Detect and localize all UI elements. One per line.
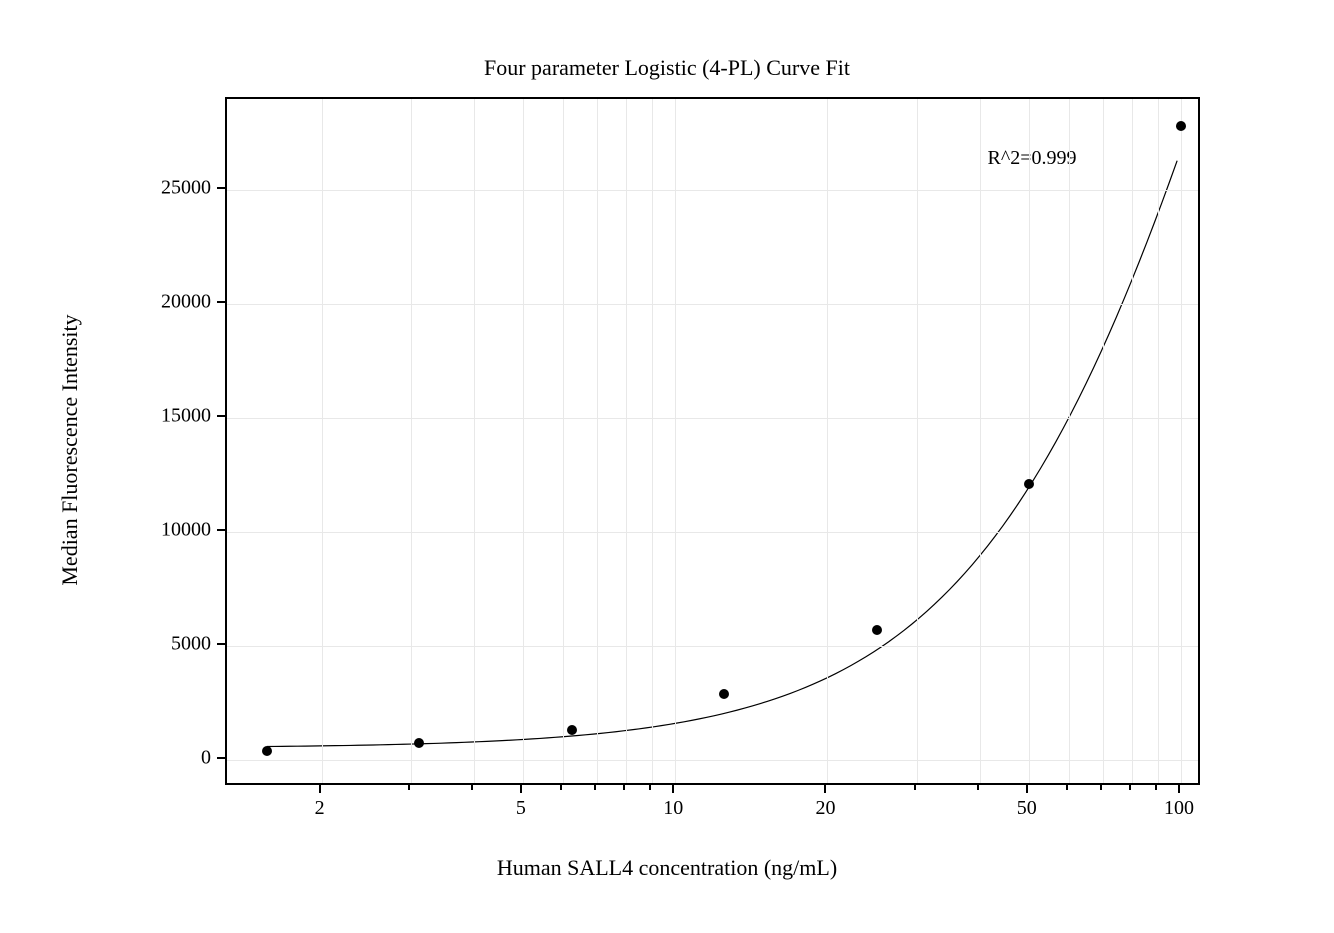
grid-line-v	[1181, 99, 1182, 783]
x-tick-minor	[914, 785, 916, 790]
x-tick-label: 10	[663, 797, 683, 820]
grid-line-v	[1029, 99, 1030, 783]
chart-container: Four parameter Logistic (4-PL) Curve Fit…	[0, 0, 1334, 933]
r-squared-annotation: R^2=0.999	[988, 147, 1077, 170]
data-point	[262, 746, 272, 756]
data-point	[872, 625, 882, 635]
data-point	[1176, 121, 1186, 131]
x-tick	[520, 785, 522, 793]
x-tick-minor	[560, 785, 562, 790]
grid-line-v-minor	[1158, 99, 1159, 783]
grid-line-v-minor	[474, 99, 475, 783]
y-tick	[217, 757, 225, 759]
grid-line-v-minor	[563, 99, 564, 783]
x-tick-label: 100	[1164, 797, 1194, 820]
grid-line-v-minor	[1132, 99, 1133, 783]
x-tick	[319, 785, 321, 793]
y-tick-label: 20000	[161, 291, 211, 314]
plot-area: R^2=0.999	[225, 97, 1200, 785]
x-tick	[1178, 785, 1180, 793]
x-tick-minor	[594, 785, 596, 790]
grid-line-h	[227, 418, 1198, 419]
grid-line-v-minor	[1069, 99, 1070, 783]
y-tick-label: 5000	[171, 632, 211, 655]
data-point	[567, 725, 577, 735]
y-tick-label: 0	[201, 746, 211, 769]
grid-line-h	[227, 532, 1198, 533]
y-tick-label: 25000	[161, 177, 211, 200]
data-point	[719, 689, 729, 699]
chart-title: Four parameter Logistic (4-PL) Curve Fit	[0, 55, 1334, 81]
y-axis-label: Median Fluorescence Intensity	[57, 314, 83, 585]
x-tick-label: 50	[1017, 797, 1037, 820]
y-tick	[217, 529, 225, 531]
grid-line-v	[523, 99, 524, 783]
x-tick-minor	[977, 785, 979, 790]
x-tick	[1026, 785, 1028, 793]
grid-line-v	[675, 99, 676, 783]
grid-line-v-minor	[917, 99, 918, 783]
grid-line-v-minor	[626, 99, 627, 783]
y-tick	[217, 187, 225, 189]
x-tick-label: 2	[315, 797, 325, 820]
fit-curve-path	[267, 161, 1177, 747]
grid-line-v-minor	[980, 99, 981, 783]
x-tick-minor	[471, 785, 473, 790]
y-tick	[217, 301, 225, 303]
y-tick-label: 15000	[161, 404, 211, 427]
grid-line-v-minor	[1103, 99, 1104, 783]
grid-line-v	[827, 99, 828, 783]
x-tick	[672, 785, 674, 793]
x-tick-minor	[1155, 785, 1157, 790]
x-tick-minor	[623, 785, 625, 790]
grid-line-v-minor	[652, 99, 653, 783]
y-tick	[217, 643, 225, 645]
x-tick-label: 20	[815, 797, 835, 820]
x-axis-label: Human SALL4 concentration (ng/mL)	[0, 855, 1334, 881]
x-tick-minor	[1129, 785, 1131, 790]
grid-line-h	[227, 760, 1198, 761]
grid-line-h	[227, 190, 1198, 191]
fit-curve	[227, 99, 1198, 783]
x-tick-label: 5	[516, 797, 526, 820]
y-tick	[217, 415, 225, 417]
x-tick-minor	[649, 785, 651, 790]
grid-line-h	[227, 304, 1198, 305]
data-point	[1024, 479, 1034, 489]
grid-line-v-minor	[411, 99, 412, 783]
grid-line-h	[227, 646, 1198, 647]
x-tick	[824, 785, 826, 793]
x-tick-minor	[1066, 785, 1068, 790]
x-tick-minor	[408, 785, 410, 790]
x-tick-minor	[1100, 785, 1102, 790]
grid-line-v	[322, 99, 323, 783]
y-tick-label: 10000	[161, 518, 211, 541]
grid-line-v-minor	[597, 99, 598, 783]
data-point	[414, 738, 424, 748]
